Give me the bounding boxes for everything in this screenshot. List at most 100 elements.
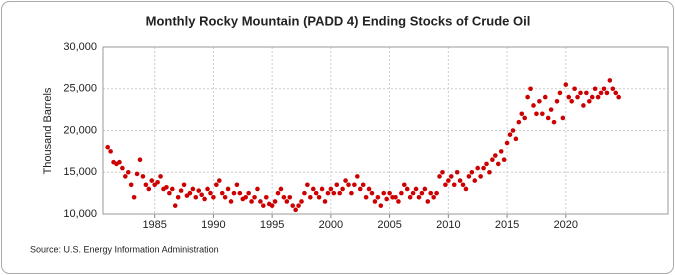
point (431, 195, 436, 200)
point (404, 186, 410, 192)
point (269, 203, 275, 208)
point (305, 182, 310, 188)
point (469, 169, 475, 175)
point (540, 111, 545, 117)
point (211, 195, 216, 200)
point (202, 196, 207, 202)
source: Source: U.S. Energy Information Administ… (30, 244, 219, 254)
x-tick-label: 2000 (319, 219, 343, 231)
point (384, 196, 389, 202)
point (296, 203, 301, 208)
point (369, 190, 375, 196)
point (360, 182, 366, 188)
point (281, 195, 287, 200)
point (531, 103, 536, 108)
point (308, 195, 313, 200)
point (604, 90, 610, 96)
point (525, 94, 530, 100)
point (178, 188, 184, 193)
y-tick-label: 30,000 (63, 41, 97, 53)
point (557, 90, 563, 96)
point (155, 179, 160, 185)
point (170, 186, 175, 192)
point (487, 169, 492, 175)
point (466, 174, 472, 179)
point (598, 90, 604, 96)
point (381, 190, 387, 196)
chart-title: Monthly Rocky Mountain (PADD 4) Ending S… (146, 13, 531, 28)
point (501, 157, 507, 163)
point (284, 199, 290, 204)
point (105, 144, 110, 150)
point (228, 199, 234, 204)
point (401, 182, 407, 188)
point (120, 165, 125, 171)
y-tick-label: 10,000 (63, 208, 97, 220)
point (481, 165, 486, 171)
point (416, 195, 422, 200)
point (422, 186, 428, 192)
point (310, 186, 316, 192)
point (352, 182, 357, 188)
point (589, 94, 595, 100)
point (493, 153, 498, 158)
point (516, 119, 522, 125)
point (313, 190, 319, 196)
point (548, 107, 554, 112)
point (375, 195, 381, 200)
point (522, 115, 527, 121)
point (378, 203, 384, 208)
x-tick-label: 2010 (436, 219, 460, 231)
point (616, 94, 621, 100)
point (425, 199, 431, 204)
x-tick-label: 2015 (495, 219, 519, 231)
point (219, 190, 225, 196)
x-tick-label: 2005 (377, 219, 401, 231)
point (140, 174, 146, 179)
y-tick-label: 20,000 (63, 124, 97, 136)
point (255, 186, 260, 192)
point (410, 190, 416, 196)
y-axis-label: Thousand Barrels (42, 87, 54, 174)
point (205, 186, 210, 192)
point (249, 199, 254, 204)
point (331, 190, 337, 196)
point (199, 192, 204, 198)
point (507, 132, 513, 137)
point (551, 119, 557, 125)
point (463, 186, 469, 192)
point (372, 199, 378, 204)
point (158, 174, 163, 179)
point (572, 86, 577, 92)
point (440, 169, 445, 175)
point (592, 86, 598, 92)
point (181, 182, 187, 188)
point (231, 190, 237, 196)
point (214, 182, 219, 188)
point (237, 190, 243, 196)
point (146, 186, 152, 192)
point (287, 195, 293, 200)
point (448, 174, 454, 179)
point (258, 199, 263, 204)
point (243, 195, 249, 200)
point (584, 90, 589, 96)
point (542, 94, 548, 100)
point (534, 111, 539, 117)
point (175, 195, 181, 200)
point (302, 190, 307, 196)
point (117, 159, 122, 165)
point (325, 190, 331, 196)
point (216, 178, 222, 183)
point (454, 169, 460, 175)
point (510, 128, 516, 133)
point (537, 98, 542, 104)
point (349, 190, 354, 196)
point (337, 190, 342, 196)
point (519, 111, 525, 117)
point (595, 94, 601, 100)
point (355, 174, 360, 179)
point (131, 195, 137, 200)
point (413, 186, 419, 192)
